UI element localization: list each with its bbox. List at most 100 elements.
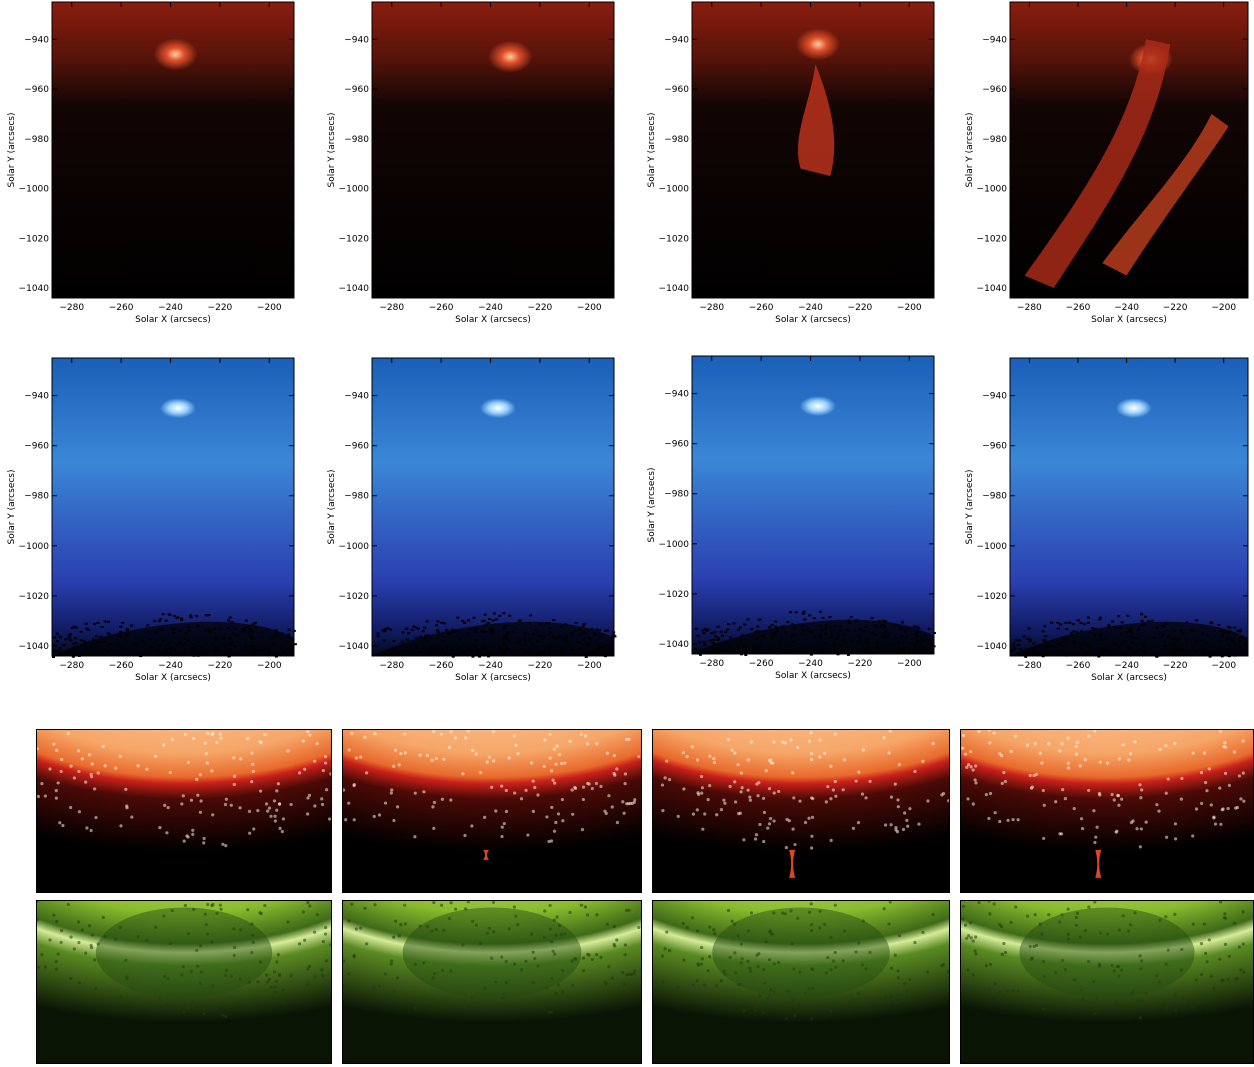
disk-background (37, 901, 331, 1063)
x-tick-label: −280 (1017, 661, 1042, 671)
blue-plot-4: −280 −260 −240 −220 −200 −940 −960 −980 −1000 −10… (958, 356, 1254, 688)
limb-shadow (52, 621, 294, 656)
x-tick-label: −200 (257, 303, 282, 313)
y-tick-label: −1000 (339, 185, 370, 195)
y-tick-label: −1000 (659, 540, 690, 550)
plot-frame (51, 357, 295, 657)
x-tick-label: −220 (208, 661, 233, 671)
y-tick-label: −1040 (19, 284, 50, 294)
x-axis-label: Solar X (arcsecs) (455, 673, 531, 683)
plot-frame (371, 357, 615, 657)
surface-texture (343, 730, 641, 844)
x-tick-label: −240 (158, 661, 183, 671)
orange-disk-image-3 (652, 729, 950, 893)
y-tick-label: −980 (982, 135, 1007, 145)
x-tick-label: −260 (109, 661, 134, 671)
disk-background (653, 730, 949, 892)
surface-texture (660, 901, 949, 1021)
y-tick-label: −1020 (977, 592, 1008, 602)
red-plot-4: −280 −260 −240 −220 −200 −940 −960 −980 −1000 −10… (958, 0, 1254, 330)
x-tick-label: −220 (1163, 303, 1188, 313)
y-tick-label: −1040 (19, 642, 50, 652)
x-tick-label: −200 (257, 661, 282, 671)
y-tick-label: −1040 (659, 284, 690, 294)
y-tick-label: −960 (664, 440, 689, 450)
y-tick-label: −940 (664, 390, 689, 400)
bright-kernel (799, 396, 836, 417)
y-tick-label: −960 (24, 85, 49, 95)
x-tick-label: −260 (1066, 661, 1091, 671)
x-tick-label: −200 (897, 659, 922, 669)
surface-texture (37, 730, 331, 848)
disk-background (343, 730, 641, 892)
x-tick-label: −200 (577, 303, 602, 313)
y-tick-label: −980 (344, 492, 369, 502)
y-tick-label: −960 (982, 85, 1007, 95)
plot-frame (51, 1, 295, 299)
plot-frame (1009, 357, 1249, 657)
green-disk-image-3 (652, 900, 950, 1064)
red-plot-2: −280 −260 −240 −220 −200 −940 −960 −980 −1000 −10… (320, 0, 620, 330)
prominence (1095, 849, 1102, 878)
y-tick-label: −980 (982, 492, 1007, 502)
x-axis-label: Solar X (arcsecs) (455, 315, 531, 325)
x-tick-label: −220 (528, 303, 553, 313)
y-tick-label: −1020 (659, 234, 690, 244)
disk-background (37, 730, 331, 892)
plot-frame (371, 1, 615, 299)
y-tick-label: −960 (664, 85, 689, 95)
x-tick-label: −200 (897, 303, 922, 313)
coronal-hole (95, 907, 273, 999)
image-background (372, 2, 614, 298)
bright-kernel (479, 398, 516, 419)
y-axis-label: Solar Y (arcsecs) (647, 467, 657, 542)
disk-background (961, 730, 1253, 892)
x-axis-label: Solar X (arcsecs) (775, 671, 851, 681)
blue-plot-1: −280 −260 −240 −220 −200 −940 −960 −980 −1000 −10… (0, 356, 300, 688)
y-tick-label: −1020 (19, 234, 50, 244)
bright-kernel (1115, 398, 1152, 419)
x-axis-label: Solar X (arcsecs) (1091, 315, 1167, 325)
x-axis-label: Solar X (arcsecs) (135, 315, 211, 325)
x-axis-label: Solar X (arcsecs) (1091, 673, 1167, 683)
prominence (789, 849, 796, 878)
y-tick-label: −1000 (977, 185, 1008, 195)
coronal-hole (1019, 907, 1195, 999)
surface-texture (37, 901, 331, 1019)
x-tick-label: −220 (848, 303, 873, 313)
x-tick-label: −260 (1066, 303, 1091, 313)
x-tick-label: −260 (749, 303, 774, 313)
y-tick-label: −940 (344, 392, 369, 402)
x-tick-label: −280 (379, 303, 404, 313)
y-tick-label: −1000 (659, 185, 690, 195)
x-tick-label: −280 (59, 661, 84, 671)
y-tick-label: −960 (24, 442, 49, 452)
x-tick-label: −240 (478, 303, 503, 313)
x-tick-label: −220 (208, 303, 233, 313)
plot-frame (1009, 1, 1249, 299)
y-tick-label: −960 (344, 85, 369, 95)
x-tick-label: −260 (109, 303, 134, 313)
surface-texture (961, 901, 1246, 1020)
y-tick-label: −940 (982, 392, 1007, 402)
surface-texture (961, 730, 1246, 849)
green-disk-image-1 (36, 900, 332, 1064)
y-tick-label: −940 (344, 35, 369, 45)
disk-background (343, 901, 641, 1063)
orange-disk-image-1 (36, 729, 332, 893)
y-tick-label: −980 (24, 492, 49, 502)
x-tick-label: −280 (699, 303, 724, 313)
coronal-hole (712, 907, 890, 999)
x-tick-label: −240 (158, 303, 183, 313)
x-tick-label: −240 (1114, 303, 1139, 313)
x-tick-label: −280 (699, 659, 724, 669)
y-tick-label: −1000 (19, 542, 50, 552)
x-axis-label: Solar X (arcsecs) (135, 673, 211, 683)
y-axis-label: Solar Y (arcsecs) (327, 469, 337, 544)
prominence (483, 849, 490, 860)
y-tick-label: −960 (344, 442, 369, 452)
y-tick-label: −940 (24, 35, 49, 45)
limb-shadow (372, 621, 614, 656)
x-tick-label: −240 (798, 303, 823, 313)
y-tick-label: −1000 (339, 542, 370, 552)
